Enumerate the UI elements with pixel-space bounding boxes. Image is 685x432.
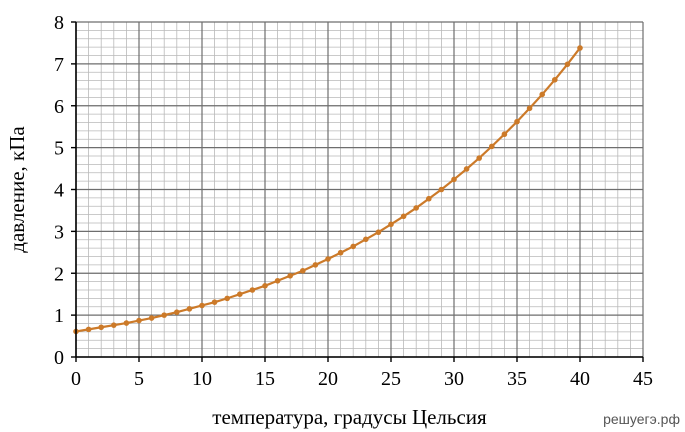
data-point <box>274 277 281 284</box>
y-tick-label: 5 <box>54 138 64 160</box>
data-point <box>451 176 457 183</box>
data-point <box>400 213 407 220</box>
x-tick-label: 40 <box>570 368 590 390</box>
y-tick-label: 1 <box>54 305 64 327</box>
data-point <box>312 262 319 268</box>
data-point <box>577 45 583 51</box>
data-point <box>463 166 470 172</box>
data-point <box>148 315 155 321</box>
data-point <box>476 155 483 161</box>
data-point <box>552 76 558 83</box>
data-point <box>111 322 117 328</box>
data-point <box>161 312 167 318</box>
data-point <box>375 229 382 236</box>
data-point <box>564 61 571 68</box>
data-point <box>211 299 218 305</box>
data-point <box>174 309 180 315</box>
watermark: решуегэ.рф <box>603 411 680 427</box>
x-tick-label: 30 <box>444 368 464 390</box>
x-tick-label: 0 <box>71 368 81 390</box>
x-tick-label: 35 <box>507 368 527 390</box>
data-point <box>388 221 394 228</box>
x-tick-label: 15 <box>255 368 275 390</box>
data-point <box>514 118 520 125</box>
data-point <box>85 326 92 333</box>
data-point <box>325 256 331 262</box>
x-tick-label: 10 <box>192 368 212 390</box>
data-point <box>539 91 545 98</box>
data-point <box>526 105 533 112</box>
data-point <box>426 195 432 202</box>
x-tick-label: 5 <box>134 368 144 390</box>
data-point <box>249 287 256 293</box>
data-point <box>136 317 142 324</box>
y-tick-label: 3 <box>54 221 64 243</box>
y-axis-label: давление, кПа <box>5 126 29 253</box>
data-point <box>363 236 369 243</box>
data-point <box>199 302 205 309</box>
data-point <box>186 306 193 312</box>
data-point <box>337 249 344 256</box>
data-point <box>350 243 357 250</box>
data-point <box>501 131 508 138</box>
y-tick-label: 4 <box>54 180 64 202</box>
y-tick-label: 7 <box>54 54 64 76</box>
data-point <box>489 143 495 150</box>
y-tick-label: 0 <box>54 347 64 369</box>
data-point <box>438 186 445 193</box>
data-point <box>98 324 104 331</box>
x-tick-label: 45 <box>633 368 653 390</box>
data-point <box>262 283 268 289</box>
data-point <box>300 267 306 274</box>
y-tick-label: 2 <box>54 263 64 285</box>
data-point <box>123 320 130 326</box>
x-tick-label: 25 <box>381 368 401 390</box>
series-layer <box>73 45 583 335</box>
data-point <box>287 272 294 279</box>
data-point <box>413 205 420 211</box>
x-tick-label: 20 <box>318 368 338 390</box>
data-point <box>237 291 243 297</box>
axes <box>71 21 644 362</box>
x-axis-label: температура, градусы Цельсия <box>212 405 487 429</box>
y-tick-label: 6 <box>54 96 64 118</box>
data-point <box>224 295 230 302</box>
y-tick-label: 8 <box>54 12 64 34</box>
